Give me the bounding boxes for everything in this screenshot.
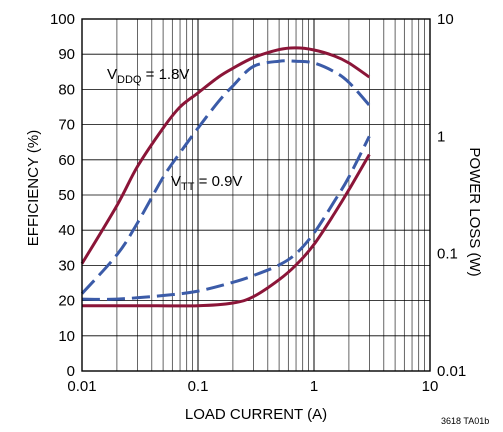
- grid: [81, 18, 431, 372]
- solid-power-loss-series-line: [82, 153, 371, 308]
- y-left-tick-label: 90: [58, 46, 75, 63]
- dashed-efficiency-series-line: [80, 59, 371, 295]
- vtt-annotation: VTT = 0.9V: [171, 173, 242, 193]
- y-right-tick-label: 0.1: [437, 246, 458, 263]
- y-left-tick-label: 40: [58, 222, 75, 239]
- y-left-tick-label: 60: [58, 152, 75, 169]
- y-left-tick-label: 20: [58, 293, 75, 310]
- tick-labels: 0.01 0.1 1 1001020304050607080901000.010.11…: [50, 11, 466, 395]
- y-left-tick-label: 50: [58, 187, 75, 204]
- x-tick-label: 0.01: [67, 378, 96, 395]
- vddq-label-sub: DDQ: [117, 74, 142, 86]
- x-tick-label: 10: [422, 378, 439, 395]
- y-left-tick-label: 10: [58, 328, 75, 345]
- reference-code: 3618 TA01b: [441, 416, 489, 426]
- vtt-label-sub: TT: [181, 181, 195, 193]
- x-tick-label: 0.1: [188, 378, 209, 395]
- solid-efficiency-series-line: [80, 46, 371, 265]
- y-left-tick-label: 30: [58, 257, 75, 274]
- y-left-axis-title: EFFICIENCY (%): [25, 130, 42, 246]
- y-left-tick-label: 80: [58, 81, 75, 98]
- vtt-label-main: V: [171, 173, 181, 190]
- y-right-axis-title: POWER LOSS (W): [466, 147, 483, 276]
- y-right-tick-label: 0.01: [437, 363, 466, 380]
- y-left-tick-label: 70: [58, 117, 75, 134]
- x-axis-title: LOAD CURRENT (A): [185, 406, 327, 423]
- vtt-label-rest: = 0.9V: [194, 173, 242, 190]
- plot-frame: [81, 18, 431, 372]
- vddq-label-main: V: [107, 66, 117, 83]
- y-right-tick-label: 1: [437, 128, 445, 145]
- vddq-annotation: VDDQ = 1.8V: [107, 66, 189, 86]
- x-tick-label: 1: [310, 378, 318, 395]
- y-right-tick-label: 10: [437, 11, 454, 28]
- series-lines: [80, 46, 371, 308]
- y-left-tick-label: 100: [50, 11, 75, 28]
- y-left-tick-label: 0: [67, 363, 75, 380]
- dashed-power-loss-series-line: [81, 135, 371, 301]
- vddq-label-rest: = 1.8V: [141, 66, 189, 83]
